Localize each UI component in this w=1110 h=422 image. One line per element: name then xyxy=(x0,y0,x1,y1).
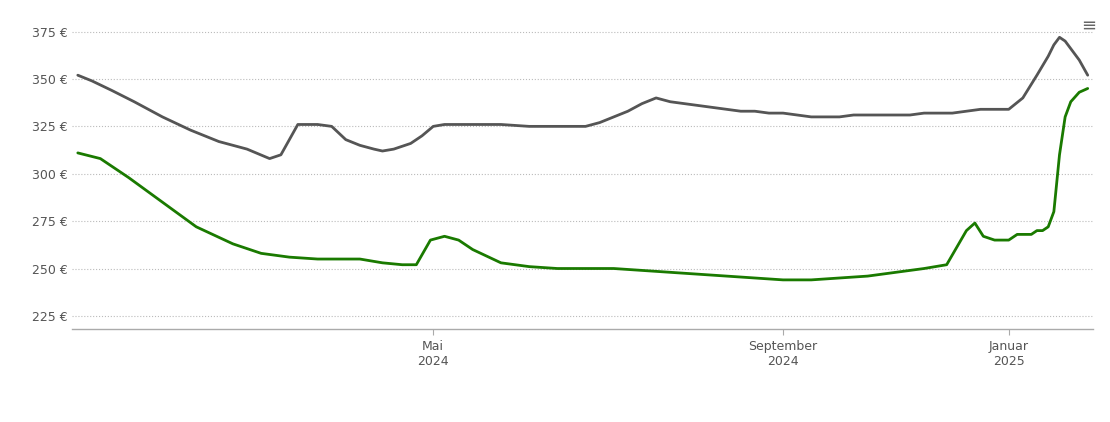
lose Ware xyxy=(1047,209,1060,214)
Sackware xyxy=(946,111,959,116)
Sackware xyxy=(1053,35,1067,40)
lose Ware xyxy=(861,273,875,279)
lose Ware xyxy=(71,150,84,155)
Sackware xyxy=(387,146,401,151)
Line: lose Ware: lose Ware xyxy=(78,89,1088,280)
Sackware xyxy=(635,101,648,106)
lose Ware xyxy=(424,238,437,243)
Sackware xyxy=(622,109,635,114)
lose Ware xyxy=(889,270,902,275)
lose Ware xyxy=(940,262,953,267)
Sackware xyxy=(71,73,84,78)
Sackware xyxy=(263,156,276,161)
lose Ware xyxy=(1081,86,1094,91)
Text: ≡: ≡ xyxy=(1081,17,1097,35)
Line: Sackware: Sackware xyxy=(78,37,1088,159)
Sackware xyxy=(437,122,451,127)
lose Ware xyxy=(776,277,789,282)
Sackware xyxy=(1081,73,1094,78)
lose Ware xyxy=(1010,232,1023,237)
Sackware xyxy=(184,127,198,133)
